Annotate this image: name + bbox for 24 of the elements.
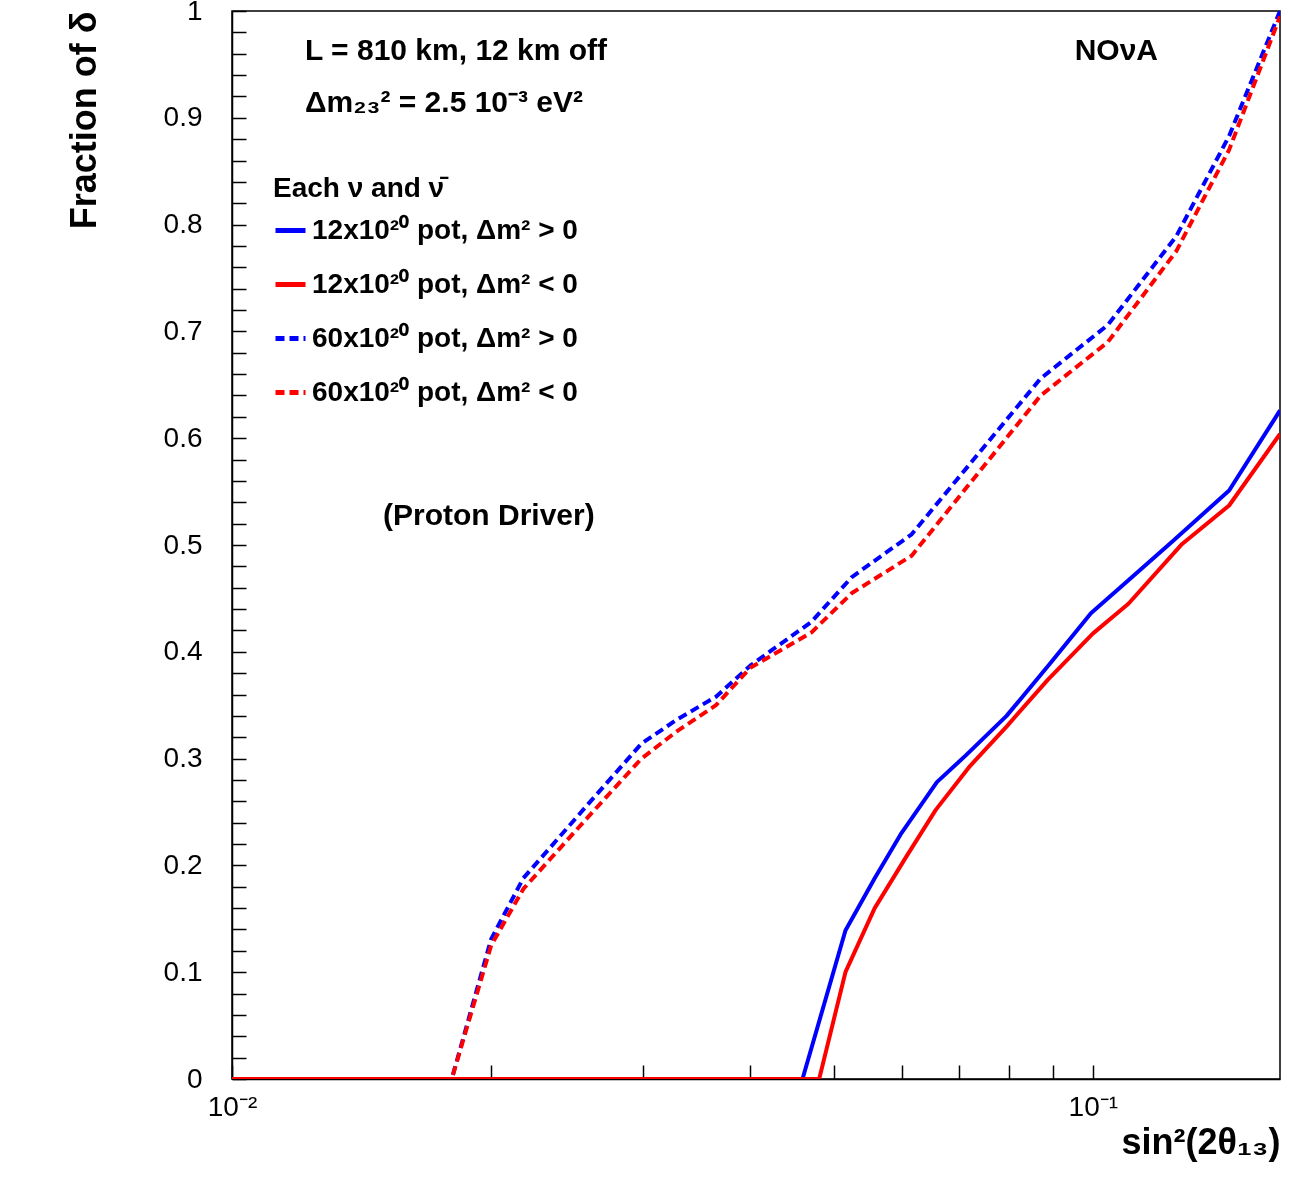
legend-label: 12x10²⁰ pot, Δm² > 0 <box>312 213 578 245</box>
y-tick-label: 0.4 <box>163 635 203 667</box>
legend-label: 60x10²⁰ pot, Δm² < 0 <box>312 375 578 407</box>
annotation: L = 810 km, 12 km off <box>305 33 609 66</box>
annotation: NOνA <box>1074 33 1158 66</box>
legend-label: 12x10²⁰ pot, Δm² < 0 <box>312 267 578 299</box>
y-tick-label: 0 <box>186 1062 203 1094</box>
y-tick-label: 0.8 <box>163 208 203 240</box>
y-tick-label: 0.7 <box>163 314 203 346</box>
annotation: (Proton Driver) <box>383 498 595 531</box>
x-axis-title: sin²(2θ₁₃) <box>1121 1120 1281 1162</box>
annotation: Δm₂₃² = 2.5 10⁻³ eV² <box>305 85 584 118</box>
x-tick-label: 10⁻¹ <box>1068 1090 1119 1122</box>
y-tick-label: 1 <box>186 0 203 26</box>
y-tick-label: 0.1 <box>163 955 203 987</box>
y-axis-title: Fraction of δ <box>62 11 104 230</box>
legend-label: 60x10²⁰ pot, Δm² > 0 <box>312 321 578 353</box>
y-tick-label: 0.9 <box>163 101 203 133</box>
y-tick-label: 0.3 <box>163 742 203 774</box>
y-tick-label: 0.2 <box>163 848 203 880</box>
y-tick-label: 0.6 <box>163 421 203 453</box>
y-tick-label: 0.5 <box>163 528 203 560</box>
legend-title: Each ν and ν̄ <box>273 172 450 203</box>
x-tick-label: 10⁻² <box>207 1090 258 1122</box>
